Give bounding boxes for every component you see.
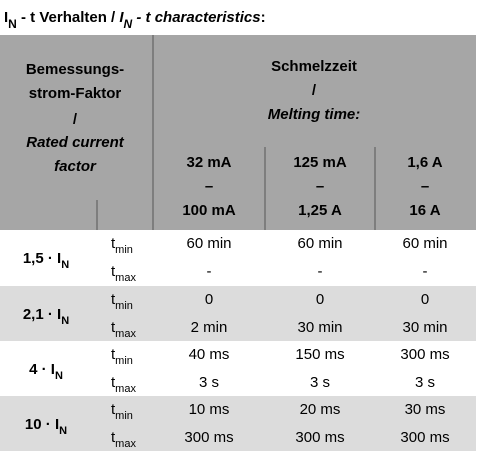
symbol: I xyxy=(51,361,55,378)
cell: 0 xyxy=(316,291,324,308)
cell: - xyxy=(207,263,212,280)
time-label: tmax xyxy=(111,429,136,450)
header-sep: / xyxy=(73,111,78,128)
cell: 3 s xyxy=(199,374,219,391)
row-factor: 2,1 · IN xyxy=(23,306,69,327)
time-label: tmax xyxy=(111,319,136,340)
cell: 300 ms xyxy=(184,429,233,446)
cell: 300 ms xyxy=(295,429,344,446)
symbol: I xyxy=(57,306,61,323)
factor: 10 · xyxy=(25,416,55,433)
row-factor: 10 · IN xyxy=(25,416,67,437)
header-label: Schmelzzeit xyxy=(271,58,357,75)
title-part: - t Verhalten / xyxy=(17,9,120,26)
header-label: strom-Faktor xyxy=(29,85,122,102)
time-symbol: t xyxy=(111,291,116,308)
factor: 2,1 · xyxy=(23,306,57,323)
cell: 3 s xyxy=(310,374,330,391)
subscript: N xyxy=(59,425,67,437)
column-header: 32 mA xyxy=(186,154,231,171)
cell: 60 min xyxy=(186,235,231,252)
row-factor: 1,5 · IN xyxy=(23,250,69,271)
time-symbol: t xyxy=(111,346,116,363)
time-symbol: t xyxy=(111,429,116,446)
header-sep: / xyxy=(312,82,317,99)
title-part: I xyxy=(119,9,124,26)
subscript: min xyxy=(115,244,133,256)
row-bg xyxy=(0,286,476,341)
header-label: Melting time: xyxy=(268,106,361,123)
header-label: Bemessungs- xyxy=(26,61,124,78)
subscript: N xyxy=(61,259,69,271)
subscript: max xyxy=(115,383,136,395)
cell: 20 ms xyxy=(300,401,341,418)
cell: - xyxy=(423,263,428,280)
cell: 150 ms xyxy=(295,346,344,363)
header-bg xyxy=(0,35,476,230)
cell: 10 ms xyxy=(189,401,230,418)
time-symbol: t xyxy=(111,374,116,391)
subscript: min xyxy=(115,300,133,312)
header-label: Rated current xyxy=(26,134,125,151)
time-symbol: t xyxy=(111,401,116,418)
cell: 0 xyxy=(205,291,213,308)
subscript: N xyxy=(55,370,63,382)
header-label: factor xyxy=(54,158,97,175)
cell: 40 ms xyxy=(189,346,230,363)
subscript: min xyxy=(115,355,133,367)
column-header: 125 mA xyxy=(293,154,347,171)
column-header: 1,25 A xyxy=(298,202,342,219)
title-part: - t characteristics xyxy=(132,9,260,26)
symbol: I xyxy=(57,250,61,267)
row-factor: 4 · IN xyxy=(29,361,63,382)
column-header: – xyxy=(205,178,213,195)
cell: 3 s xyxy=(415,374,435,391)
time-label: tmax xyxy=(111,263,136,284)
title-part: I xyxy=(4,9,8,26)
cell: 300 ms xyxy=(400,429,449,446)
factor: 1,5 · xyxy=(23,250,57,267)
title-part: : xyxy=(261,9,266,26)
cell: 60 min xyxy=(297,235,342,252)
cell: - xyxy=(318,263,323,280)
time-label: tmin xyxy=(111,401,133,422)
subscript: N xyxy=(61,315,69,327)
subscript: N xyxy=(124,17,133,31)
column-header: 1,6 A xyxy=(407,154,442,171)
column-header: 16 A xyxy=(409,202,440,219)
column-header: – xyxy=(316,178,324,195)
time-label: tmin xyxy=(111,235,133,256)
column-header: 100 mA xyxy=(182,202,236,219)
symbol: I xyxy=(55,416,59,433)
time-symbol: t xyxy=(111,235,116,252)
row-bg xyxy=(0,396,476,451)
column-header: – xyxy=(421,178,429,195)
time-label: tmin xyxy=(111,291,133,312)
cell: 30 min xyxy=(402,319,447,336)
subscript: N xyxy=(8,17,17,31)
time-symbol: t xyxy=(111,319,116,336)
time-symbol: t xyxy=(111,263,116,280)
factor: 4 · xyxy=(29,361,51,378)
subscript: max xyxy=(115,328,136,340)
cell: 2 min xyxy=(191,319,228,336)
cell: 60 min xyxy=(402,235,447,252)
cell: 30 ms xyxy=(405,401,446,418)
subscript: max xyxy=(115,438,136,450)
title: IN - t Verhalten / IN - t characteristic… xyxy=(4,9,266,31)
cell: 0 xyxy=(421,291,429,308)
cell: 300 ms xyxy=(400,346,449,363)
subscript: min xyxy=(115,410,133,422)
time-label: tmax xyxy=(111,374,136,395)
time-label: tmin xyxy=(111,346,133,367)
subscript: max xyxy=(115,272,136,284)
cell: 30 min xyxy=(297,319,342,336)
